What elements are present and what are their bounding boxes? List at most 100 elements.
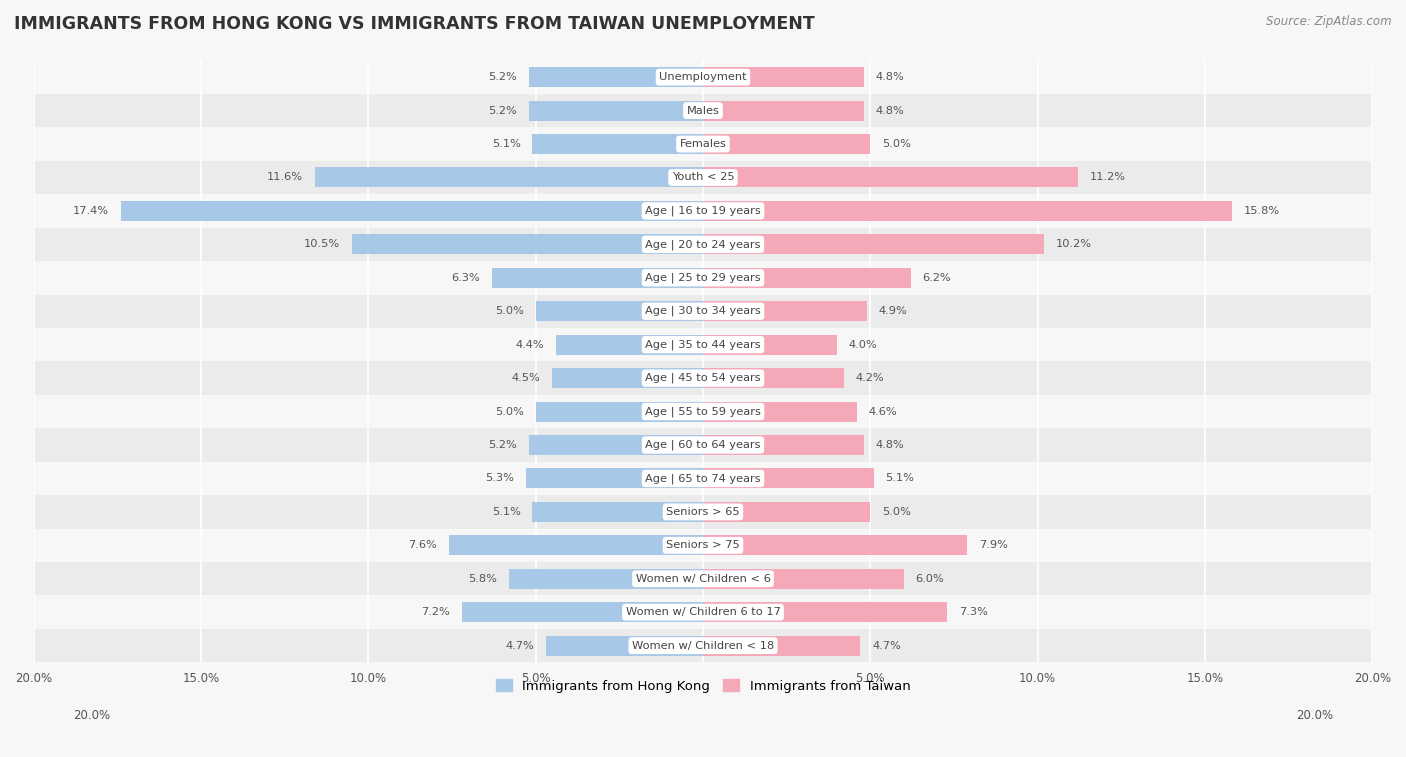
Bar	[34, 228, 1372, 261]
Bar	[463, 602, 703, 622]
Text: 4.6%: 4.6%	[869, 407, 897, 416]
Text: 10.2%: 10.2%	[1056, 239, 1092, 249]
Bar	[34, 160, 1372, 195]
Bar	[34, 462, 1372, 495]
Text: Women w/ Children < 6: Women w/ Children < 6	[636, 574, 770, 584]
Text: Age | 35 to 44 years: Age | 35 to 44 years	[645, 339, 761, 350]
Text: 5.8%: 5.8%	[468, 574, 498, 584]
Bar	[34, 195, 1372, 228]
Bar	[555, 335, 703, 355]
Bar	[703, 335, 837, 355]
Text: 4.8%: 4.8%	[876, 105, 904, 116]
Legend: Immigrants from Hong Kong, Immigrants from Taiwan: Immigrants from Hong Kong, Immigrants fr…	[491, 674, 915, 698]
Bar	[546, 636, 703, 656]
Bar	[34, 294, 1372, 328]
Bar	[34, 395, 1372, 428]
Text: 5.2%: 5.2%	[488, 440, 517, 450]
Text: 7.2%: 7.2%	[422, 607, 450, 617]
Bar	[703, 401, 858, 422]
Text: 5.0%: 5.0%	[495, 407, 524, 416]
Text: 5.3%: 5.3%	[485, 473, 513, 484]
Bar	[703, 201, 1232, 221]
Text: 7.9%: 7.9%	[979, 540, 1008, 550]
Bar	[703, 602, 948, 622]
Bar	[703, 502, 870, 522]
Bar	[529, 101, 703, 120]
Text: 11.2%: 11.2%	[1090, 173, 1126, 182]
Text: 6.2%: 6.2%	[922, 273, 950, 283]
Bar	[34, 94, 1372, 127]
Bar	[34, 562, 1372, 596]
Bar	[34, 629, 1372, 662]
Text: 5.1%: 5.1%	[492, 507, 520, 517]
Text: 20.0%: 20.0%	[1296, 709, 1333, 722]
Text: 4.4%: 4.4%	[516, 340, 544, 350]
Text: Age | 55 to 59 years: Age | 55 to 59 years	[645, 407, 761, 417]
Bar	[703, 268, 911, 288]
Text: 5.2%: 5.2%	[488, 72, 517, 83]
Text: 7.6%: 7.6%	[408, 540, 437, 550]
Text: Source: ZipAtlas.com: Source: ZipAtlas.com	[1267, 15, 1392, 28]
Text: Age | 30 to 34 years: Age | 30 to 34 years	[645, 306, 761, 316]
Text: 6.0%: 6.0%	[915, 574, 945, 584]
Text: Women w/ Children 6 to 17: Women w/ Children 6 to 17	[626, 607, 780, 617]
Bar	[34, 528, 1372, 562]
Text: 20.0%: 20.0%	[73, 709, 110, 722]
Text: Women w/ Children < 18: Women w/ Children < 18	[631, 640, 775, 651]
Bar	[703, 134, 870, 154]
Text: 4.0%: 4.0%	[849, 340, 877, 350]
Bar	[703, 636, 860, 656]
Bar	[703, 101, 863, 120]
Bar	[34, 261, 1372, 294]
Text: 7.3%: 7.3%	[959, 607, 988, 617]
Text: Age | 60 to 64 years: Age | 60 to 64 years	[645, 440, 761, 450]
Bar	[703, 301, 868, 321]
Text: 6.3%: 6.3%	[451, 273, 481, 283]
Text: 15.8%: 15.8%	[1243, 206, 1279, 216]
Text: 4.7%: 4.7%	[872, 640, 901, 651]
Text: 5.1%: 5.1%	[886, 473, 914, 484]
Text: 4.7%: 4.7%	[505, 640, 534, 651]
Text: Youth < 25: Youth < 25	[672, 173, 734, 182]
Text: 17.4%: 17.4%	[73, 206, 108, 216]
Text: 4.2%: 4.2%	[855, 373, 884, 383]
Bar	[703, 569, 904, 589]
Bar	[526, 469, 703, 488]
Text: 4.8%: 4.8%	[876, 440, 904, 450]
Text: 11.6%: 11.6%	[267, 173, 304, 182]
Bar	[34, 495, 1372, 528]
Text: 4.9%: 4.9%	[879, 307, 907, 316]
Bar	[533, 134, 703, 154]
Bar	[703, 469, 873, 488]
Text: Age | 25 to 29 years: Age | 25 to 29 years	[645, 273, 761, 283]
Text: 5.0%: 5.0%	[495, 307, 524, 316]
Bar	[492, 268, 703, 288]
Text: Seniors > 65: Seniors > 65	[666, 507, 740, 517]
Text: Age | 20 to 24 years: Age | 20 to 24 years	[645, 239, 761, 250]
Bar	[703, 67, 863, 87]
Bar	[34, 361, 1372, 395]
Text: 5.1%: 5.1%	[492, 139, 520, 149]
Bar	[352, 235, 703, 254]
Bar	[449, 535, 703, 556]
Bar	[34, 127, 1372, 160]
Text: 10.5%: 10.5%	[304, 239, 340, 249]
Bar	[34, 61, 1372, 94]
Bar	[703, 235, 1045, 254]
Text: 5.2%: 5.2%	[488, 105, 517, 116]
Bar	[121, 201, 703, 221]
Bar	[703, 435, 863, 455]
Bar	[529, 67, 703, 87]
Text: 4.5%: 4.5%	[512, 373, 541, 383]
Bar	[529, 435, 703, 455]
Bar	[315, 167, 703, 188]
Bar	[703, 535, 967, 556]
Bar	[34, 328, 1372, 361]
Text: Unemployment: Unemployment	[659, 72, 747, 83]
Bar	[536, 401, 703, 422]
Text: Seniors > 75: Seniors > 75	[666, 540, 740, 550]
Bar	[553, 368, 703, 388]
Bar	[703, 167, 1078, 188]
Bar	[34, 428, 1372, 462]
Text: Age | 16 to 19 years: Age | 16 to 19 years	[645, 206, 761, 217]
